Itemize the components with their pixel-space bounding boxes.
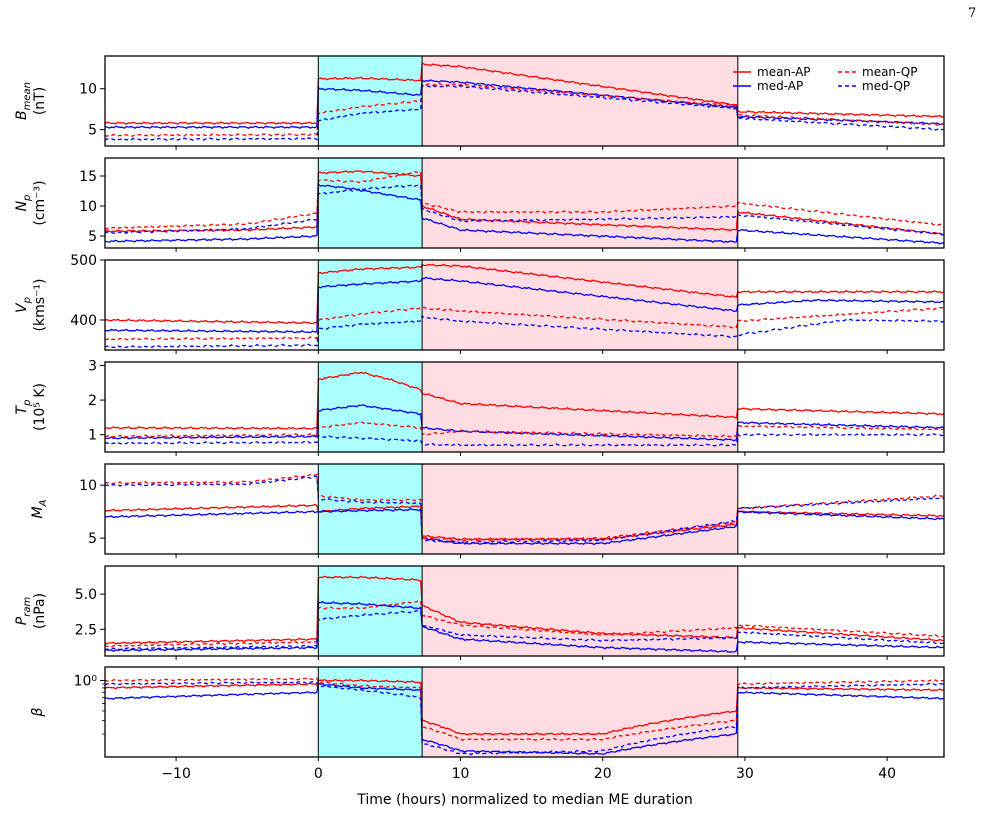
y-tick-label: 5 (88, 229, 97, 245)
x-tick-label: 10 (452, 766, 470, 782)
y-tick-label: 5.0 (75, 587, 97, 603)
legend-label: mean-QP (862, 65, 917, 79)
region-ME (422, 566, 738, 656)
series-Tp-med-AP (105, 404, 944, 442)
y-tick-label: 500 (70, 253, 97, 269)
series-Np-mean-AP (105, 170, 944, 236)
panel-Np: 5 10 15 Np(cm⁻³) (14, 157, 945, 252)
series-beta-mean-QP (105, 677, 944, 742)
series-beta-med-QP (105, 680, 944, 756)
y-tick-label: 5 (88, 531, 97, 547)
region-ME (422, 667, 738, 757)
legend-label: mean-AP (757, 65, 811, 79)
panel-frame (104, 361, 945, 453)
series-Pram-med-QP (105, 609, 944, 651)
series-group-MA (105, 473, 944, 546)
series-group-Tp (105, 371, 944, 447)
panel-MA: 5 10 MA (30, 463, 945, 558)
panel-Vp: 400 500 Vp(kms⁻¹) (14, 253, 945, 354)
series-Vp-mean-QP (105, 306, 944, 341)
y-axis-label-B: Bmean(nT) (14, 82, 48, 120)
panel-frame (104, 259, 945, 351)
series-Tp-mean-AP (105, 371, 944, 430)
panel-frame (104, 666, 945, 758)
panel-frame (104, 463, 945, 555)
x-tick-label: −10 (161, 766, 191, 782)
y-axis-label-Tp: Tp(10⁵ K) (14, 383, 48, 431)
series-group-Pram (105, 575, 944, 653)
region-ME (422, 464, 738, 554)
series-group-Np (105, 170, 944, 245)
y-tick-label: 10⁰ (74, 673, 98, 689)
region-ME (422, 158, 738, 248)
y-tick-label: 5 (88, 123, 97, 139)
y-tick-label: 2.5 (75, 622, 97, 638)
y-tick-label: 10 (79, 199, 97, 215)
panel-frame (104, 565, 945, 657)
series-B-mean-AP (105, 62, 944, 125)
y-tick-label: 2 (88, 393, 97, 409)
y-tick-label: 15 (79, 169, 97, 185)
x-tick-label: 30 (736, 766, 754, 782)
y-tick-label: 3 (88, 358, 97, 374)
series-MA-med-QP (105, 475, 944, 544)
region-sheath (318, 158, 423, 248)
series-group-beta (105, 677, 944, 756)
series-group-Vp (105, 263, 944, 349)
region-sheath (318, 260, 423, 350)
x-axis-label: Time (hours) normalized to median ME dur… (356, 792, 692, 808)
panel-B: 5 10 Bmean(nT) (14, 55, 945, 150)
panel-frame (104, 55, 945, 147)
x-tick-label: 0 (314, 766, 323, 782)
panel-Tp: 1 2 3 Tp(10⁵ K) (14, 358, 945, 456)
region-ME (422, 56, 738, 146)
series-Np-mean-QP (105, 170, 944, 230)
panels: 510Bmean(nT)51015Np(cm⁻³)400500Vp(kms⁻¹)… (14, 55, 945, 761)
series-B-med-AP (105, 79, 944, 129)
y-axis-label-Vp: Vp(kms⁻¹) (14, 279, 48, 332)
series-beta-mean-AP (105, 678, 944, 736)
legend-label: med-QP (862, 79, 910, 93)
y-tick-label: 10 (79, 82, 97, 98)
series-Np-med-AP (105, 183, 944, 245)
region-sheath (318, 566, 423, 656)
y-axis-label-beta: β (30, 707, 46, 717)
panel-frame (104, 157, 945, 249)
series-MA-mean-AP (105, 503, 944, 541)
legend-label: med-AP (757, 79, 803, 93)
y-tick-label: 10 (79, 478, 97, 494)
x-axis: −10 0 10 20 30 40 (161, 766, 896, 782)
series-MA-med-AP (105, 507, 944, 546)
series-Np-med-QP (105, 184, 944, 236)
x-tick-label: 40 (878, 766, 896, 782)
series-B-med-QP (105, 84, 944, 142)
panel-Pram: 2.5 5.0 Pram(nPa) (14, 565, 945, 660)
series-Vp-mean-AP (105, 263, 944, 325)
series-Tp-mean-QP (105, 421, 944, 438)
y-axis-label-Pram: Pram(nPa) (14, 593, 48, 629)
y-axis-label-MA: MA (30, 499, 49, 518)
series-group-B (105, 62, 944, 142)
series-MA-mean-QP (105, 473, 944, 542)
page-number: 7 (968, 6, 977, 21)
series-Pram-mean-AP (105, 575, 944, 645)
series-Tp-med-QP (105, 432, 944, 447)
region-ME (422, 362, 738, 452)
y-tick-label: 1 (88, 428, 97, 444)
series-Vp-med-QP (105, 314, 944, 349)
y-axis-label-Np: Np(cm⁻³) (14, 180, 48, 225)
x-tick-label: 20 (594, 766, 612, 782)
y-tick-label: 400 (70, 313, 97, 329)
series-Vp-med-AP (105, 276, 944, 334)
region-sheath (318, 56, 423, 146)
panel-beta: 10⁰ β (30, 666, 945, 761)
